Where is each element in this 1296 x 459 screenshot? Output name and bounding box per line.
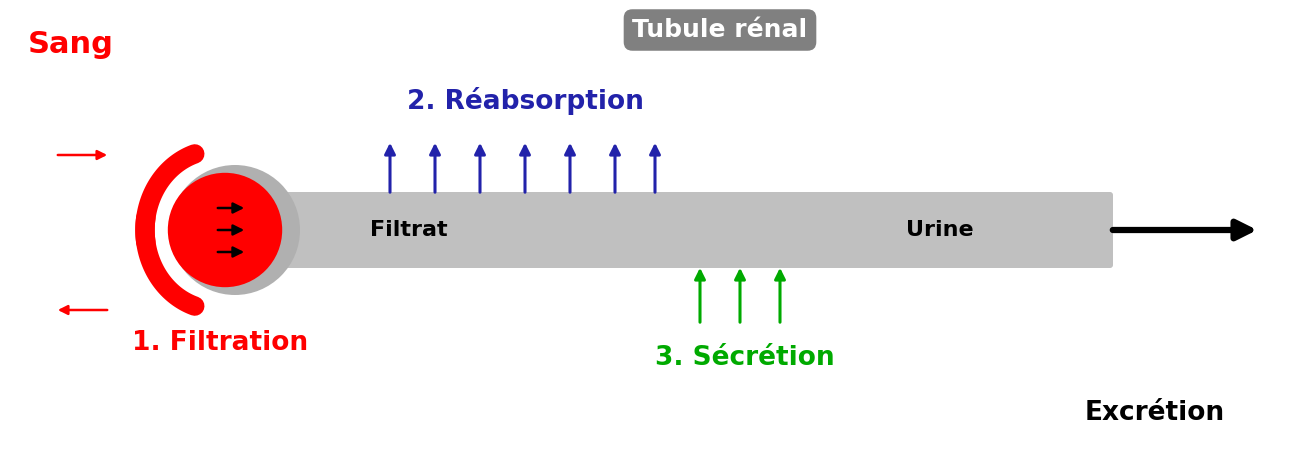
Text: Filtrat: Filtrat	[369, 220, 447, 240]
Text: 3. Sécrétion: 3. Sécrétion	[656, 345, 835, 371]
FancyBboxPatch shape	[283, 192, 1113, 268]
Text: 2. Réabsorption: 2. Réabsorption	[407, 87, 643, 115]
Text: Sang: Sang	[29, 30, 114, 59]
Circle shape	[170, 165, 299, 295]
Text: Tubule rénal: Tubule rénal	[632, 18, 807, 42]
Text: Excrétion: Excrétion	[1085, 400, 1225, 426]
Text: Urine: Urine	[906, 220, 973, 240]
Text: 1. Filtration: 1. Filtration	[132, 330, 308, 356]
Circle shape	[167, 173, 283, 287]
